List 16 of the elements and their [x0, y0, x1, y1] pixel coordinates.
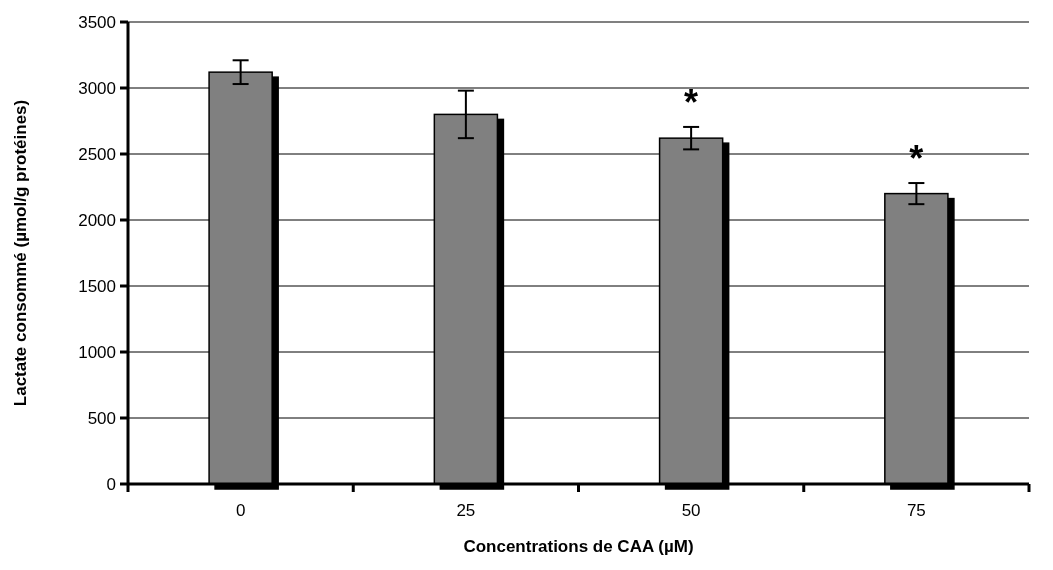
y-tick-label: 3500 [78, 12, 116, 32]
y-tick-label: 3000 [78, 78, 116, 98]
y-tick-label: 1500 [78, 276, 116, 296]
annotation: * [684, 81, 699, 123]
annotation: * [909, 138, 924, 180]
y-tick-label: 0 [106, 474, 116, 494]
y-tick-label: 1000 [78, 342, 116, 362]
x-tick-label: 75 [906, 501, 926, 520]
x-axis-title: Concentrations de CAA (µM) [463, 537, 694, 556]
y-tick-label: 2000 [78, 210, 116, 230]
y-tick-label: 500 [87, 408, 116, 428]
x-tick-label: 0 [235, 501, 246, 520]
x-tick-label: 25 [456, 501, 476, 520]
x-tick-label: 50 [681, 501, 701, 520]
y-tick-label: 2500 [78, 144, 116, 164]
y-axis-title: Lactate consommé (µmol/g protéines) [11, 99, 30, 407]
